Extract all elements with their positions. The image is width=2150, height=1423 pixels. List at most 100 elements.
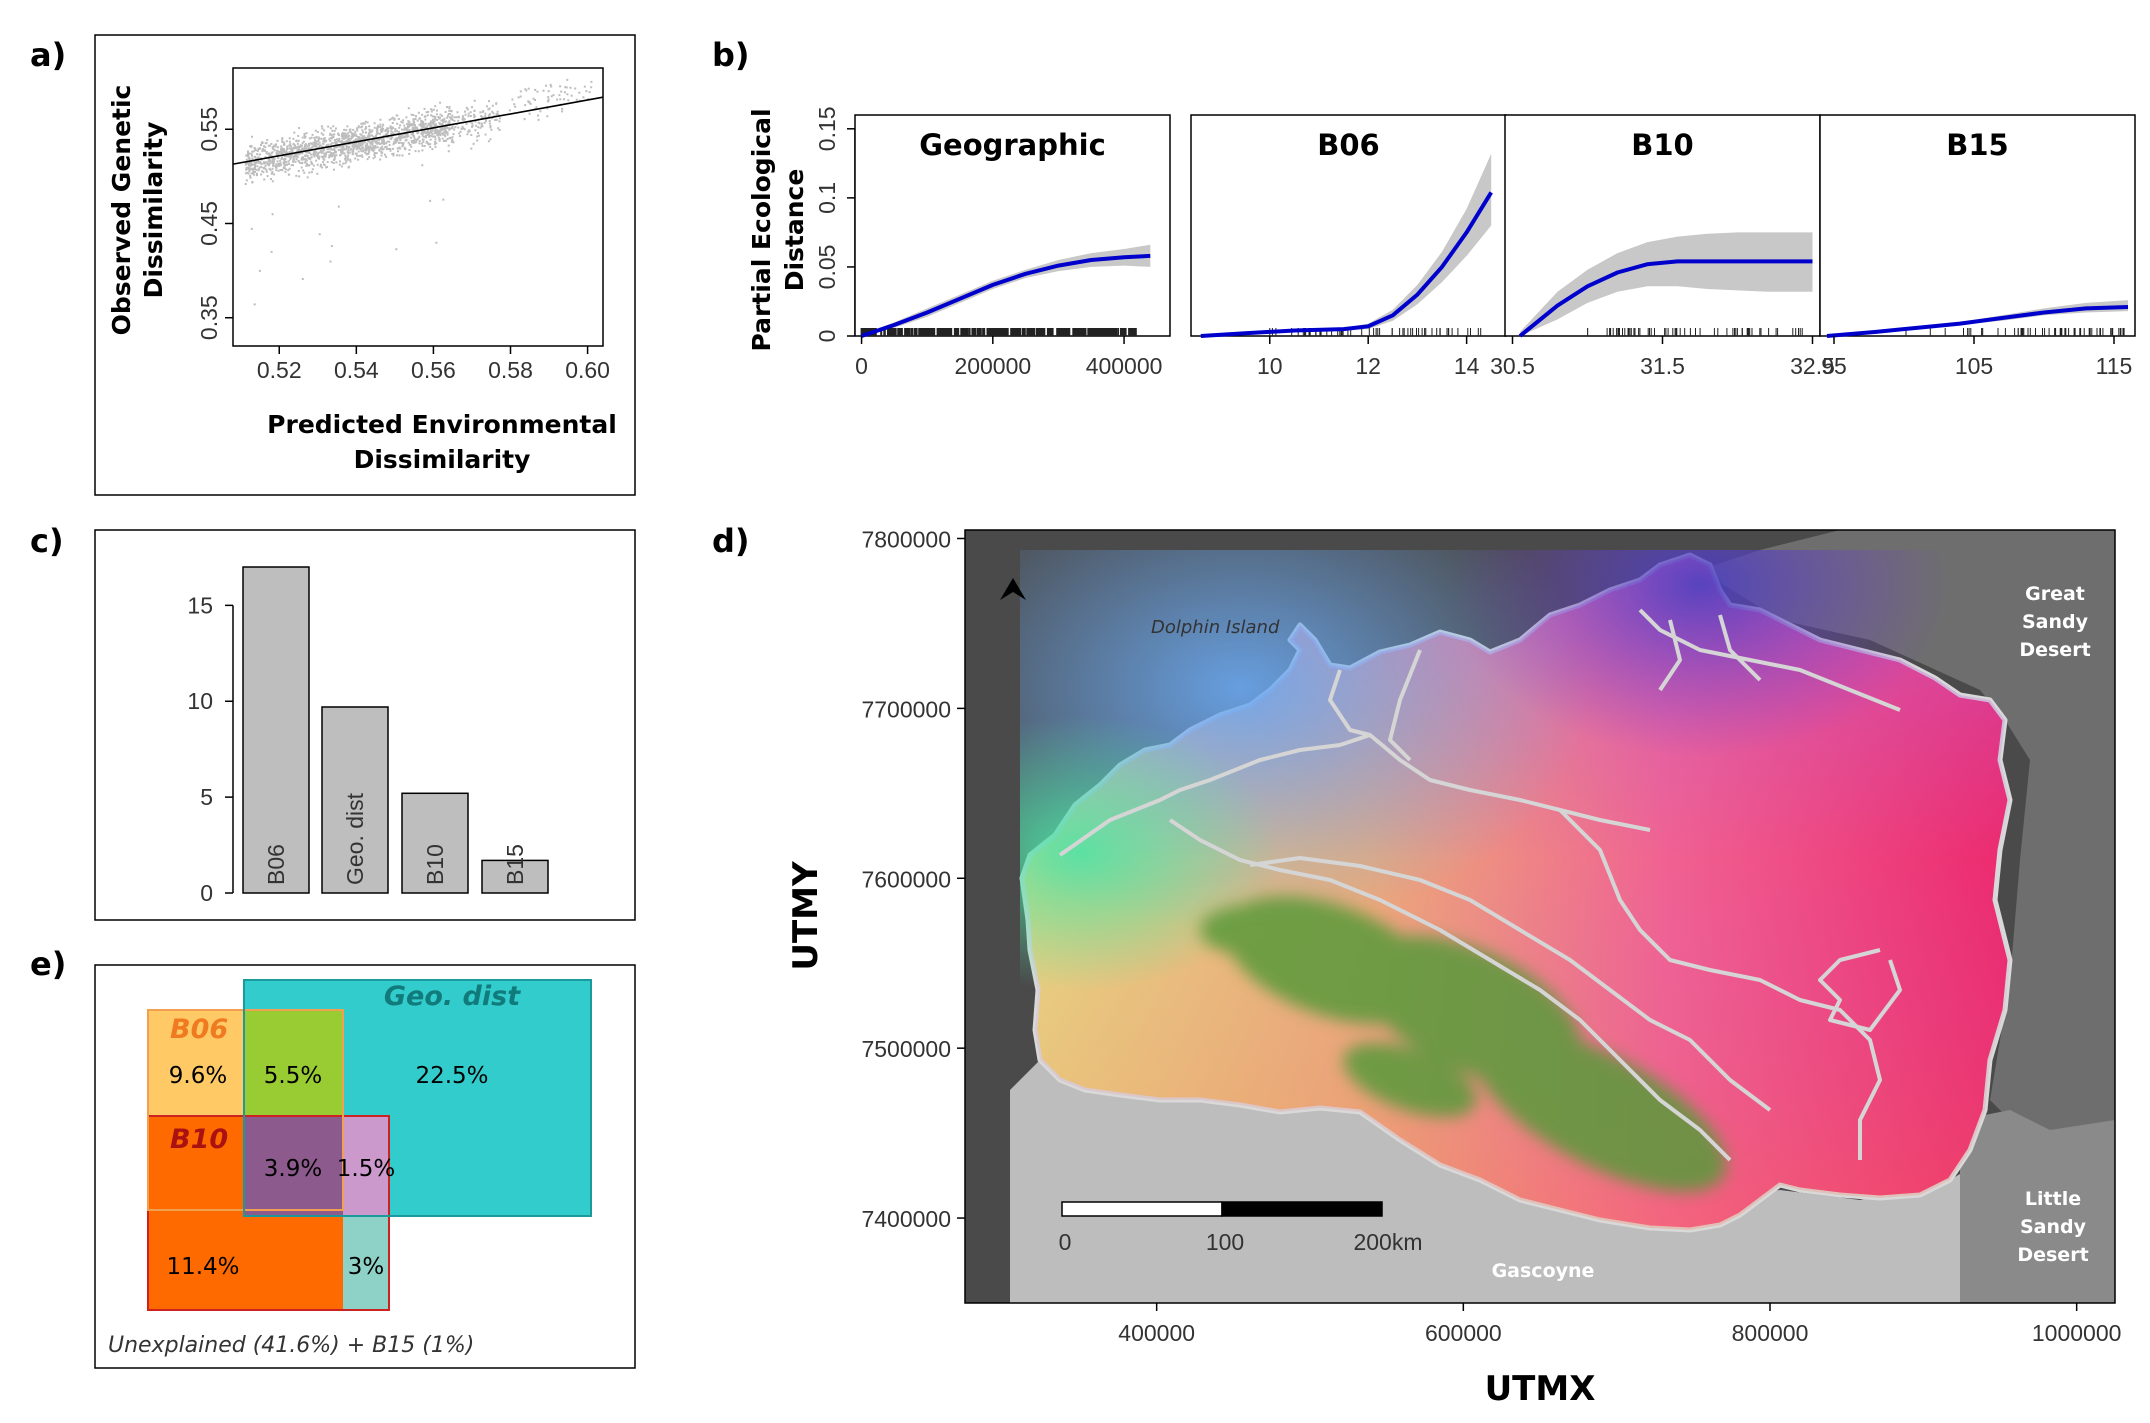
map-x-ticks: 400000 600000 800000 1000000 [1118,1303,2121,1346]
panel-a: 0.52 0.54 0.56 0.58 0.60 0.35 0.45 0.55 Predic… [94,34,636,496]
x-tick-label: 0.60 [565,357,610,383]
x-axis-label-line1: Predicted Environmental [267,410,617,439]
label-little-sandy-3: Desert [2017,1244,2088,1266]
panel-label-c: c) [30,522,64,560]
b-subplot-title: B15 [1946,128,2008,162]
b-y-tick-label: 0 [814,330,840,343]
venn-all-three [244,1116,343,1216]
label-great-sandy-1: Great [2025,583,2085,605]
label-little-sandy-1: Little [2025,1188,2081,1210]
b-subplot-b15: B15 95 105 115 [1819,114,2136,379]
venn-value-all-three: 3.9% [264,1156,322,1182]
b-subplot-frame [1190,114,1507,337]
map-y-ticks: 7400000 7500000 7600000 7700000 7800000 [861,526,965,1232]
venn-b10-outline [147,1115,390,1311]
panel-d: Dolphin Island Great Sandy Desert Little… [786,526,2121,1409]
map-y-tick-label: 7800000 [861,526,951,552]
bar-2 [401,792,469,894]
map-x-tick-label: 1000000 [2032,1320,2122,1346]
y-axis-label-line2: Dissimilarity [139,122,168,299]
x-axis-ticks: 0.52 0.54 0.56 0.58 0.60 [257,346,610,383]
b-x-tick-label: 12 [1355,353,1381,379]
b-y-axis-label-line2: Distance [780,169,809,292]
c-y-tick-label: 0 [200,880,213,906]
x-tick-label: 0.52 [257,357,302,383]
scale-bar: 0 100 200km [1059,1201,1423,1255]
label-great-sandy-3: Desert [2019,639,2090,661]
b-x-tick-label: 200000 [954,353,1031,379]
spline-line [1200,191,1493,338]
c-y-tick-label: 15 [187,592,213,618]
label-great-sandy-2: Sandy [2022,611,2089,633]
map-y-tick-label: 7500000 [861,1036,951,1062]
b-x-tick-label: 14 [1454,353,1480,379]
b-x-tick-label: 31.5 [1640,353,1685,379]
b-subplot-frame [1819,114,2136,337]
map-frame [964,529,2116,1304]
scale-label-200: 200km [1353,1229,1422,1255]
label-little-sandy-2: Sandy [2020,1216,2087,1238]
b-y-axis-ticks: 0 0.05 0.1 0.15 [814,106,856,343]
b-subplot-b10: B10 30.5 31.5 32.5 [1490,114,1835,379]
venn-b10-geo [343,1116,389,1216]
y-tick-label: 0.45 [196,201,222,246]
map-y-tick-label: 7700000 [861,696,951,722]
b-subplot-title: B06 [1317,128,1379,162]
bar-label: B15 [502,844,528,885]
b-y-tick-label: 0.15 [814,106,840,151]
panel-e: B06 B10 Geo. dist 9.6% 5.5% 22.5% 3.9% 1… [94,964,636,1369]
panel-a-plot-area [232,67,604,347]
y-tick-label: 0.55 [196,107,222,152]
b-subplot-title: Geographic [919,128,1106,162]
bar-label: Geo. dist [342,792,368,885]
spline-line [1518,259,1813,338]
b-subplot-b06: B06 10 12 14 [1190,114,1507,379]
y-axis-ticks: 0.35 0.45 0.55 [196,107,233,340]
north-arrow-icon [1000,578,1026,600]
venn-label-b06: B06 [170,1014,228,1045]
scale-label-100: 100 [1206,1229,1244,1255]
fit-line [232,96,604,165]
map-x-tick-label: 400000 [1118,1320,1195,1346]
b-x-tick-label: 0 [855,353,868,379]
venn-value-b06-geo: 5.5% [264,1063,322,1089]
panel-label-e: e) [30,945,66,983]
venn-value-b10-geo-low: 3% [348,1254,385,1280]
x-axis-label-line2: Dissimilarity [354,445,531,474]
bar-1 [321,706,389,894]
spline-line [1826,305,2129,338]
confidence-band [1520,232,1813,336]
x-tick-label: 0.56 [411,357,456,383]
venn-label-geo: Geo. dist [384,981,521,1012]
venn-value-b10-only: 11.4% [166,1254,239,1280]
confidence-band [1827,300,2128,336]
venn-footer: Unexplained (41.6%) + B15 (1%) [108,1333,474,1358]
b-x-tick-label: 10 [1257,353,1283,379]
rug-marks [1587,328,1803,336]
label-gascoyne: Gascoyne [1492,1260,1595,1282]
b-x-tick-label: 30.5 [1490,353,1535,379]
venn-value-geo-only: 22.5% [415,1063,488,1089]
y-axis-label-line1: Observed Genetic [107,85,136,336]
b-y-axis-label-line1: Partial Ecological [747,108,776,351]
map-y-tick-label: 7600000 [861,866,951,892]
hamersley-range [1200,896,1727,1192]
b-x-tick-label: 115 [2096,353,2133,379]
panel-label-b: b) [712,36,750,74]
pilbara-land [1019,550,2020,1240]
map-x-axis-label: UTMX [1485,1369,1596,1409]
map-x-tick-label: 800000 [1732,1320,1809,1346]
c-y-tick-label: 5 [200,784,213,810]
rug-marks [860,328,1137,336]
b-subplot-frame [854,114,1171,337]
c-y-axis-ticks: 0 5 10 15 [187,592,234,906]
b-x-tick-label: 400000 [1086,353,1163,379]
scatter-point-cloud [244,78,593,306]
venn-geo-outline [243,979,592,1217]
b-subplot-title: B10 [1631,128,1693,162]
scatter-points [244,78,593,306]
panel-c: 0 5 10 15 B06 Geo. dist B10 B15 [94,529,636,921]
panel-b: Partial Ecological Distance 0 0.05 0.1 0.15… [747,106,2136,379]
panel-e-frame [94,964,636,1369]
bar-0 [242,566,310,894]
